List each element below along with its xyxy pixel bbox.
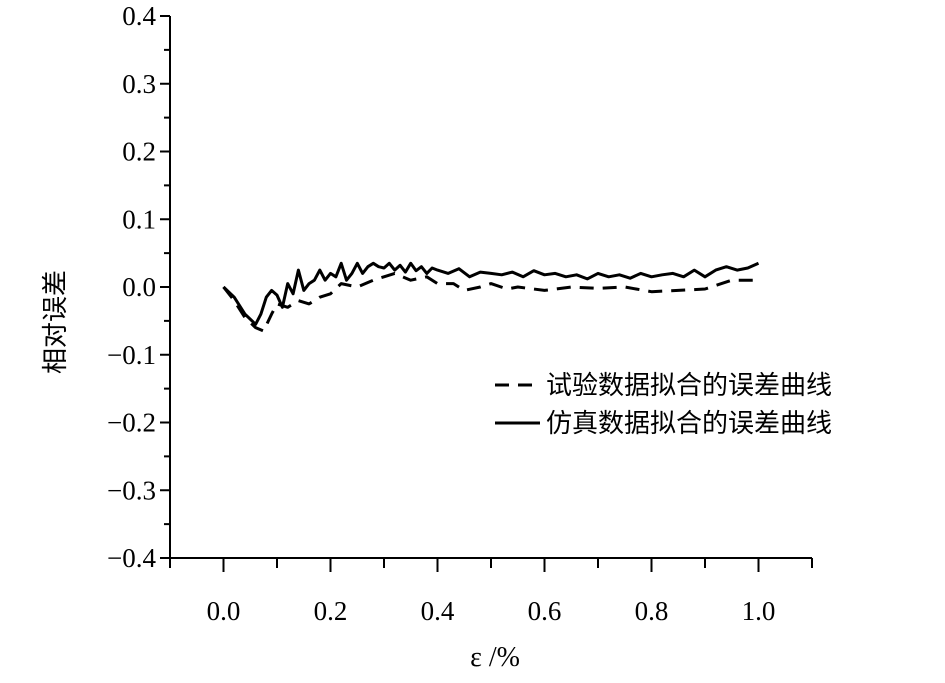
y-tick-label: 0.1	[122, 204, 156, 234]
y-tick-label: 0.0	[122, 272, 156, 302]
x-tick-label: 0.0	[207, 596, 241, 626]
x-tick-label: 0.2	[314, 596, 348, 626]
y-tick-label: −0.4	[107, 543, 156, 573]
x-tick-label: 0.4	[421, 596, 455, 626]
axes: 0.4 0.3 0.2 0.1 0.0 −0.1 −0.2 −0.3 −0.4 0.0 0.2 0.4…	[107, 1, 813, 626]
y-tick-label: 0.2	[122, 137, 156, 167]
x-axis-title: ε /%	[470, 642, 520, 673]
y-tick-label: 0.4	[122, 1, 156, 31]
x-tick-label: 0.6	[528, 596, 562, 626]
x-tick-label: 1.0	[742, 596, 776, 626]
legend-label-1: 试验数据拟合的误差曲线	[546, 371, 832, 401]
y-tick-label: −0.3	[107, 475, 156, 505]
series-line-1	[222, 271, 759, 333]
x-tick-label: 0.8	[635, 596, 669, 626]
y-tick-label: 0.3	[122, 69, 156, 99]
series-line-2	[222, 261, 760, 326]
y-tick-label: −0.2	[107, 408, 156, 438]
legend-label-2: 仿真数据拟合的误差曲线	[546, 409, 832, 439]
y-axis-title: 相对误差	[41, 270, 71, 374]
plot-area	[222, 261, 760, 333]
y-tick-label: −0.1	[107, 340, 156, 370]
